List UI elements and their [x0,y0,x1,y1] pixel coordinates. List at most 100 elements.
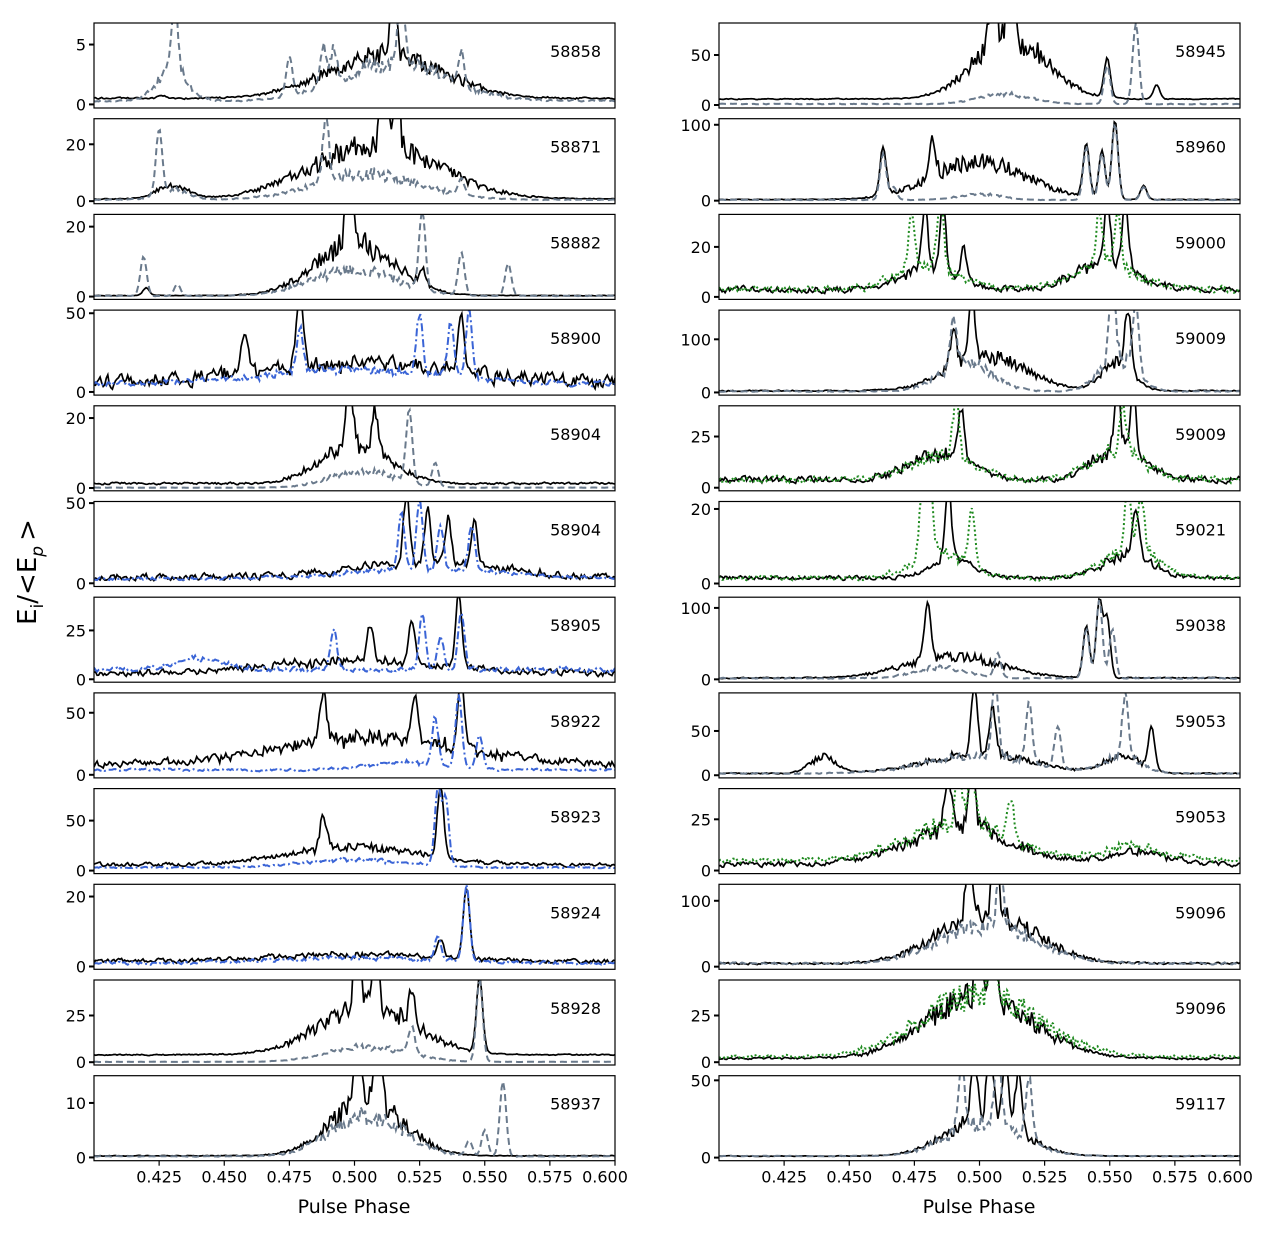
panel-mjd-label: 58904 [550,521,601,540]
series-line-23-1 [719,1075,1240,1158]
panel-mjd-label: 58882 [550,233,601,252]
panel-frame [718,118,1241,205]
x-axis-label-left: Pulse Phase [298,1196,411,1218]
x-tick-label: 0.600 [582,1168,628,1187]
panel-9: 0 20 58924 [66,883,616,977]
panel-mjd-label: 58871 [550,138,601,157]
panel-frame [93,500,616,588]
x-tick-label: 0.475 [266,1168,312,1187]
panel-mjd-label: 59096 [1175,999,1226,1018]
y-tick-label: 50 [66,704,86,723]
panel-13: 0 100 58960 [680,116,1241,211]
panel-19: 0 50 59053 [691,692,1241,785]
series-line-20-1 [719,788,1240,865]
y-tick-label: 0 [701,96,711,115]
series-line-8-0 [94,788,615,869]
y-tick-label: 20 [691,238,711,257]
y-tick-label: 20 [691,500,711,519]
panel-16: 0 25 59009 [691,405,1241,498]
y-tick-label: 100 [680,599,711,618]
y-tick-label: 0 [701,958,711,977]
panel-11: 0 10 58937 0.425 0.450 0.475 0.500 0.525 0.550 0.… [66,1075,628,1187]
y-tick-label: 0 [76,862,86,881]
y-tick-label: 100 [680,330,711,349]
panel-frame [718,500,1241,588]
y-tick-label: 25 [66,1006,86,1025]
series-line-22-1 [719,980,1240,1060]
x-tick-label: 0.525 [1022,1168,1068,1187]
y-tick-label: 0 [76,288,86,307]
panel-14: 0 20 59000 [691,213,1241,307]
series-line-18-0 [719,597,1240,680]
panel-mjd-label: 59009 [1175,329,1226,348]
y-tick-label: 0 [76,192,86,211]
series-line-1-0 [94,118,615,201]
panel-5: 0 50 58904 [66,494,616,593]
series-line-19-0 [719,692,1240,775]
panel-mjd-label: 59117 [1175,1095,1226,1114]
panel-12: 0 50 58945 [691,22,1241,115]
panel-frame [93,692,616,779]
series-line-12-0 [719,23,1240,101]
y-tick-label: 0 [76,766,86,785]
series-line-10-0 [94,980,615,1057]
panel-frame [93,213,616,300]
series-line-4-0 [94,405,615,486]
panel-frame [93,405,616,492]
panel-10: 0 25 58928 [66,979,616,1072]
panel-frame [93,309,616,396]
y-tick-label: 0 [76,574,86,593]
panel-frame [93,979,616,1066]
y-tick-label: 0 [701,288,711,307]
series-line-18-1 [719,599,1240,680]
panel-frame [93,118,616,205]
y-tick-label: 50 [66,304,86,323]
y-tick-label: 0 [76,479,86,498]
panel-22: 0 25 59096 [691,979,1241,1072]
panel-frame [718,1075,1241,1162]
series-line-20-0 [719,788,1240,869]
y-tick-label: 0 [76,1053,86,1072]
panel-20: 0 25 59053 [691,787,1241,881]
x-tick-label: 0.550 [1087,1168,1133,1187]
panel-21: 0 100 59096 [680,883,1241,977]
series-line-10-1 [94,980,615,1064]
panel-8: 0 50 58923 [66,787,616,881]
x-axis-label-right: Pulse Phase [923,1196,1036,1218]
series-line-15-0 [719,310,1240,393]
series-line-14-1 [719,214,1240,295]
panel-frame [718,787,1241,875]
y-tick-label: 100 [680,892,711,911]
y-tick-label: 50 [66,812,86,831]
y-tick-label: 0 [701,575,711,594]
panel-frame [93,883,616,970]
y-tick-label: 50 [66,494,86,513]
x-tick-label: 0.575 [527,1168,573,1187]
panel-mjd-label: 58858 [550,42,601,61]
y-tick-label: 50 [691,722,711,741]
series-line-13-0 [719,120,1240,201]
y-tick-label: 20 [66,135,86,154]
series-line-22-0 [719,980,1240,1061]
panel-frame [718,692,1241,779]
series-line-9-1 [94,884,615,967]
y-tick-label: 0 [701,670,711,689]
panel-mjd-label: 58904 [550,425,601,444]
y-tick-label: 0 [701,766,711,785]
series-line-14-0 [719,214,1240,295]
y-tick-label: 10 [66,1094,86,1113]
series-line-7-0 [94,692,615,770]
panel-mjd-label: 59009 [1175,425,1226,444]
panel-mjd-label: 59000 [1175,233,1226,252]
series-line-0-0 [94,23,615,101]
series-line-11-0 [94,1075,615,1158]
series-line-12-1 [719,23,1240,106]
x-tick-label: 0.600 [1207,1168,1253,1187]
series-line-6-0 [94,597,615,678]
y-tick-label: 0 [76,383,86,402]
y-tick-label: 0 [701,383,711,402]
panel-23: 0 50 59117 0.425 0.450 0.475 0.500 0.525 0.550 0.… [691,1071,1253,1187]
panel-mjd-label: 58937 [550,1095,601,1114]
y-tick-label: 25 [66,621,86,640]
